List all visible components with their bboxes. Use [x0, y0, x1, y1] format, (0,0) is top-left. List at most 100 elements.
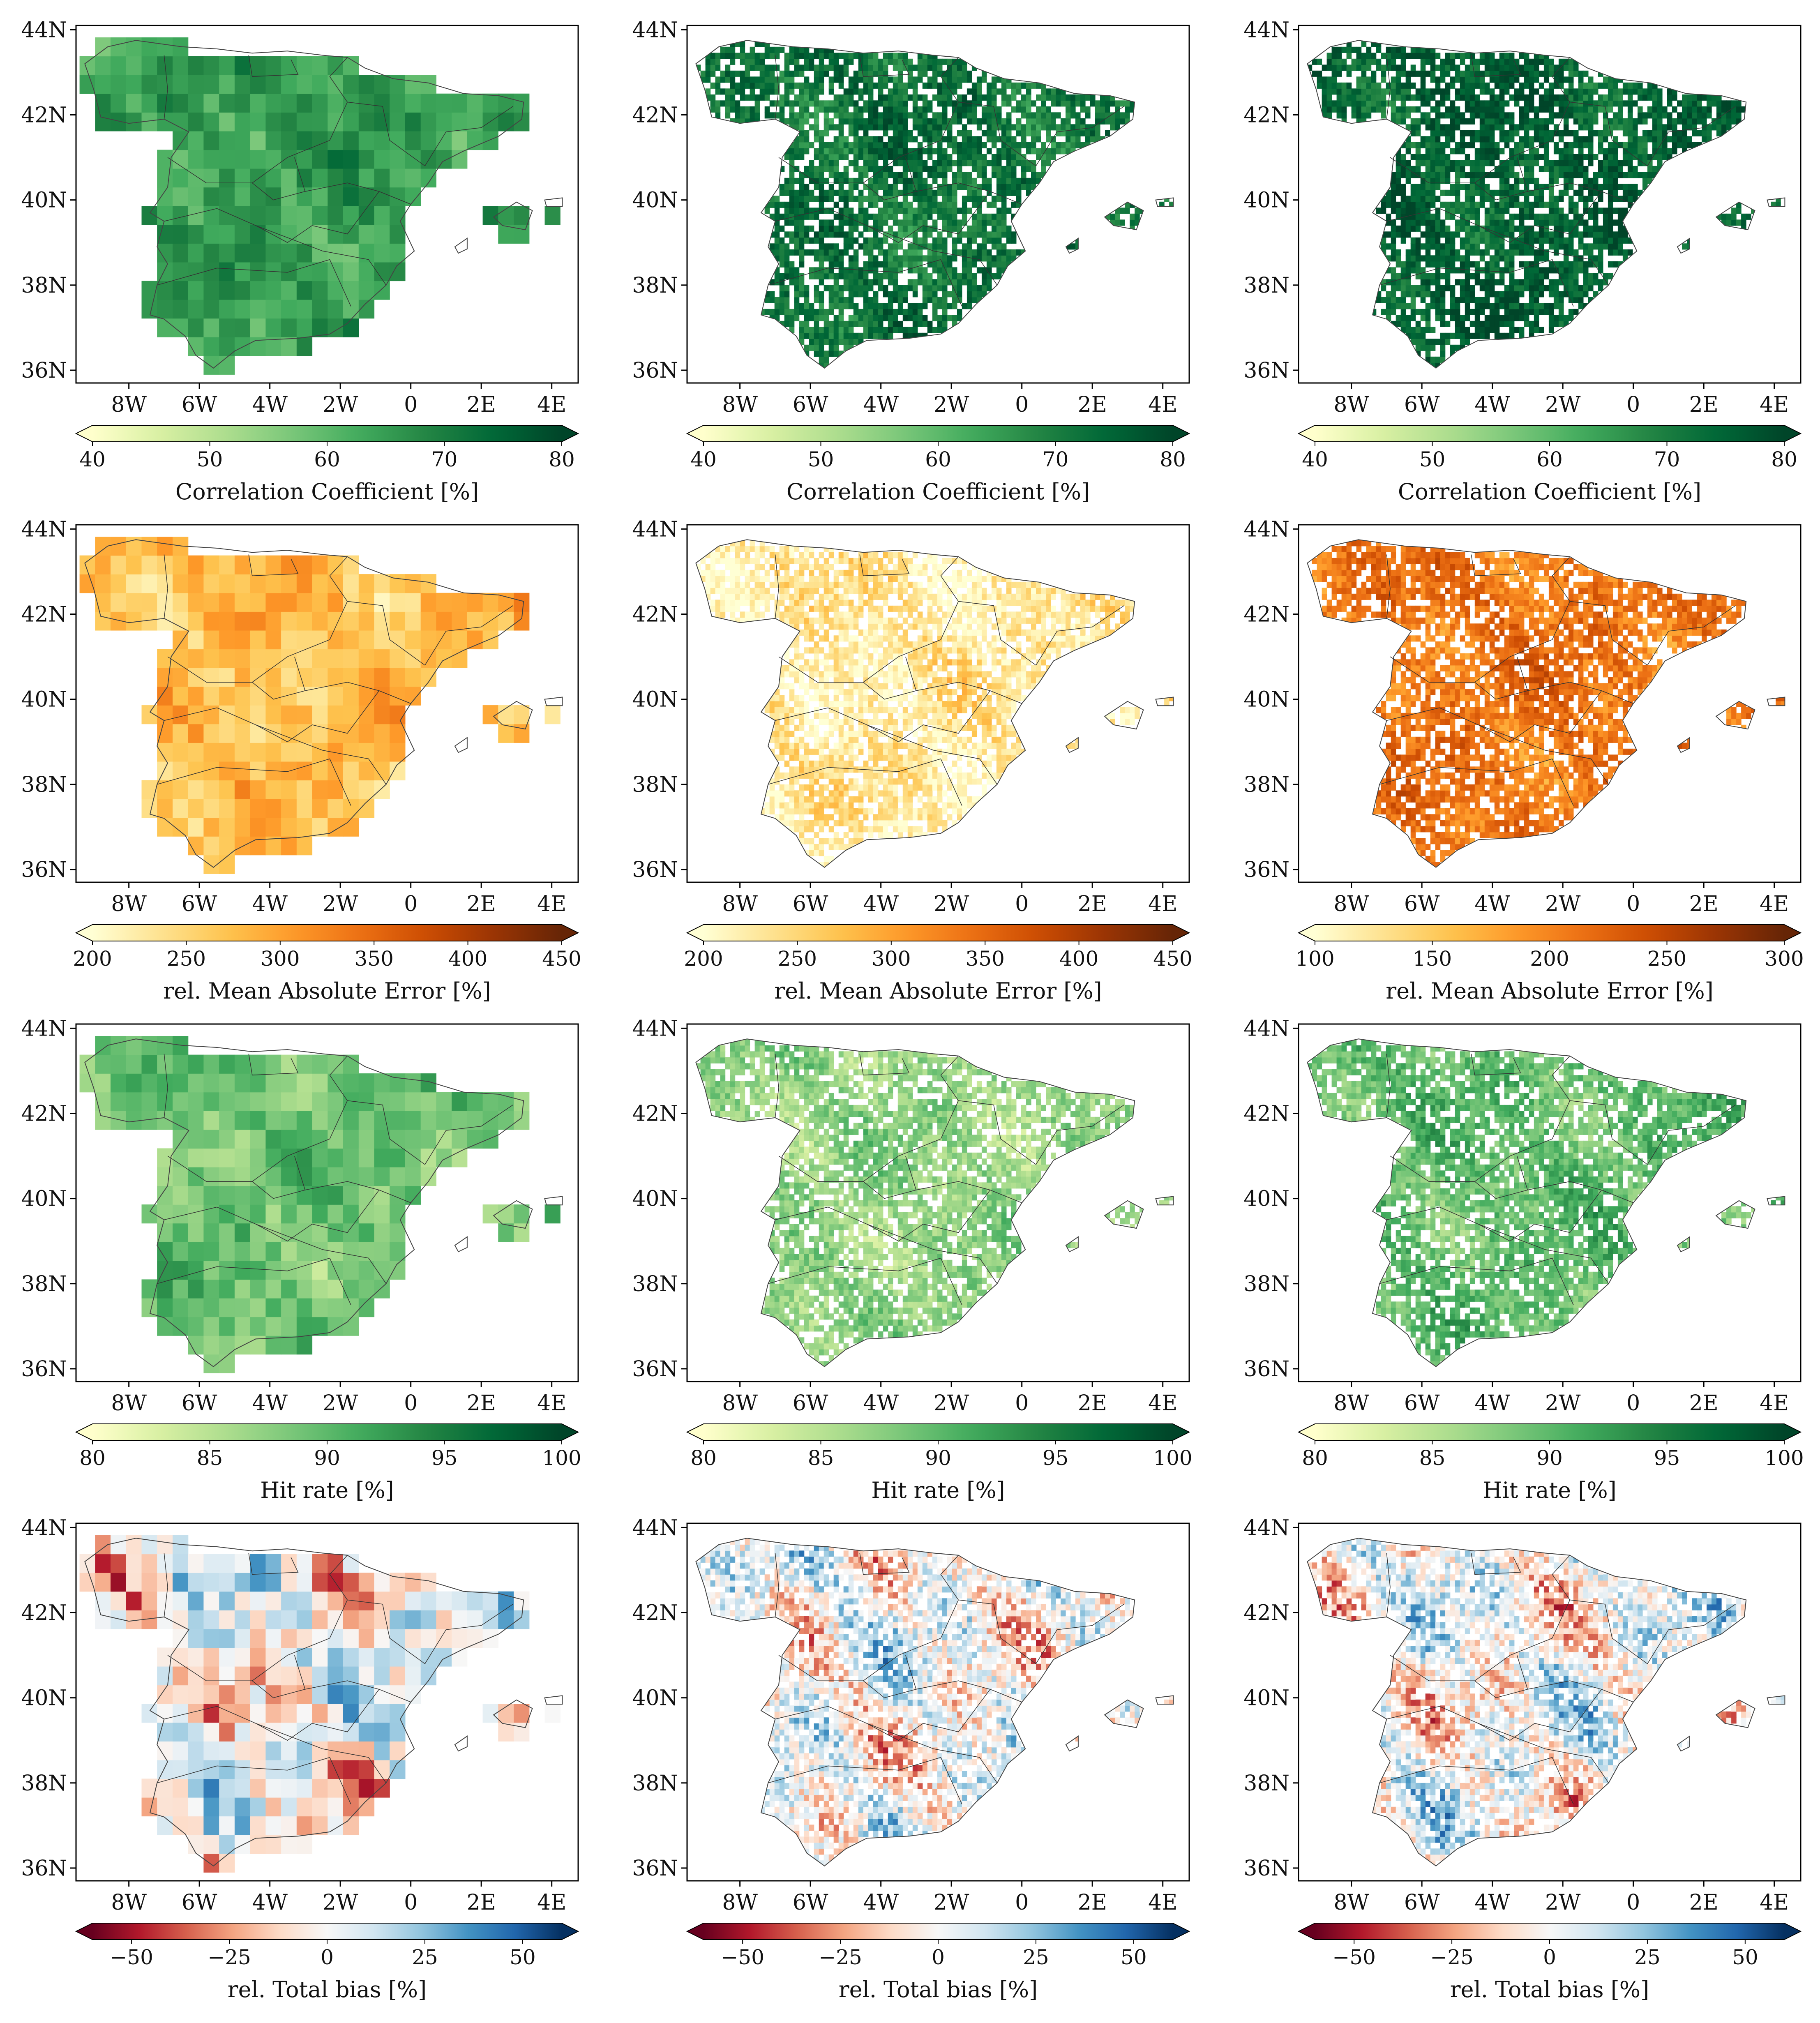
lon-tick-label: 4E: [537, 392, 566, 417]
raster-cells: [79, 537, 561, 874]
lon-tick-label: 0: [404, 1890, 418, 1915]
region-border: [1390, 601, 1570, 683]
lat-tick-label: 36N: [632, 1357, 678, 1382]
region-border: [1386, 208, 1609, 286]
region-border: [252, 157, 306, 201]
region-border: [329, 1555, 425, 1664]
lat-tick-label: 44N: [21, 18, 67, 42]
lat-tick-label: 44N: [21, 1016, 67, 1041]
region-border: [778, 102, 959, 183]
colorbar-tick-label: 40: [1302, 448, 1328, 471]
lat-tick-label: 44N: [632, 18, 678, 42]
lat-tick-label: 42N: [632, 103, 678, 128]
region-border: [768, 758, 962, 806]
lon-tick-label: 6W: [793, 892, 828, 916]
region-border: [1478, 191, 1602, 243]
region-border: [775, 707, 998, 785]
raster-cells: [1307, 41, 1781, 368]
region-border: [1478, 1190, 1602, 1242]
colorbar-tick-label: 50: [1419, 448, 1446, 471]
lat-tick-label: 40N: [632, 687, 678, 712]
region-border: [768, 259, 962, 307]
region-border: [1474, 656, 1528, 700]
region-border: [859, 55, 910, 77]
lon-tick-label: 6W: [793, 1391, 828, 1416]
lon-tick-label: 0: [1626, 1391, 1640, 1416]
lon-tick-label: 4W: [863, 892, 899, 916]
lon-tick-label: 8W: [722, 892, 758, 916]
region-border: [1527, 1680, 1633, 1702]
lon-tick-label: 2E: [467, 1391, 496, 1416]
lon-tick-label: 4E: [1148, 1890, 1177, 1915]
colorbar-tick-label: 80: [79, 1446, 106, 1470]
region-border: [1471, 55, 1521, 77]
colorbar: 80 85 90 95 100 Hit rate [%]: [1297, 1423, 1804, 1503]
colorbar: 80 85 90 95 100 Hit rate [%]: [686, 1423, 1193, 1503]
lon-tick-label: 6W: [182, 392, 217, 417]
colorbar-title: Hit rate [%]: [1483, 1477, 1617, 1503]
region-border: [1386, 1054, 1391, 1118]
region-border: [916, 1181, 1022, 1203]
region-border: [1552, 57, 1648, 166]
colorbar-tick-label: 350: [965, 947, 1004, 971]
region-border: [1647, 106, 1736, 166]
lon-tick-label: 2W: [1545, 892, 1581, 916]
lat-tick-label: 42N: [1243, 1601, 1289, 1626]
lon-tick-label: 2W: [323, 392, 358, 417]
region-border: [329, 556, 425, 666]
colorbar-tick-label: 40: [79, 448, 106, 471]
lon-tick-label: 8W: [1333, 1391, 1369, 1416]
region-border: [255, 191, 380, 243]
lat-tick-label: 36N: [21, 1856, 67, 1881]
region-border: [768, 1757, 962, 1804]
lat-tick-label: 42N: [21, 1102, 67, 1126]
colorbar: −50 −25 0 25 50 rel. Total bias [%]: [75, 1923, 579, 2002]
colorbar-tick-label: 100: [542, 1446, 581, 1470]
region-border: [164, 1553, 168, 1617]
lon-tick-label: 6W: [793, 392, 828, 417]
lat-tick-label: 38N: [1243, 1771, 1289, 1796]
region-border: [863, 157, 917, 201]
region-border: [1552, 1555, 1648, 1664]
colorbar-title: rel. Mean Absolute Error [%]: [163, 978, 491, 1004]
lat-tick-label: 40N: [1243, 1187, 1289, 1211]
region-border: [164, 707, 387, 785]
lon-tick-label: 4W: [1474, 892, 1510, 916]
map-panel: 44N 42N 40N 38N 36N 8W 6W 4W 2W 0 2E 4E 40 50 60 70 80 Co…: [21, 18, 579, 505]
lat-tick-label: 36N: [1243, 358, 1289, 383]
colorbar-tick-label: 40: [690, 448, 717, 471]
region-border: [775, 1054, 779, 1118]
lat-tick-label: 42N: [632, 1601, 678, 1626]
lat-tick-label: 36N: [21, 1357, 67, 1382]
region-border: [164, 1206, 387, 1284]
region-border: [1527, 182, 1633, 205]
region-border: [1390, 102, 1570, 183]
lat-tick-label: 38N: [1243, 1272, 1289, 1296]
region-border: [863, 1655, 917, 1698]
region-border: [1386, 707, 1609, 785]
colorbar-tick-label: −50: [721, 1945, 764, 1969]
map-panel: 44N 42N 40N 38N 36N 8W 6W 4W 2W 0 2E 4E 100 150 200 250…: [1243, 517, 1804, 1004]
region-border: [775, 1553, 779, 1617]
colorbar-tick-label: 85: [808, 1446, 834, 1470]
lon-tick-label: 2E: [1078, 1890, 1107, 1915]
colorbar-tick-label: 50: [510, 1945, 536, 1969]
region-border: [859, 554, 910, 577]
lat-tick-label: 42N: [632, 602, 678, 627]
lat-tick-label: 38N: [632, 1272, 678, 1296]
colorbar-tick-label: 80: [690, 1446, 717, 1470]
lon-tick-label: 0: [404, 1391, 418, 1416]
region-border: [859, 1054, 910, 1076]
lon-tick-label: 4W: [1474, 392, 1510, 417]
colorbar-tick-label: −50: [110, 1945, 153, 1969]
map-panel: 44N 42N 40N 38N 36N 8W 6W 4W 2W 0 2E 4E −50 −25 0 25 50 r…: [632, 1516, 1190, 2002]
lat-tick-label: 40N: [21, 687, 67, 712]
lat-tick-label: 38N: [21, 1771, 67, 1796]
lon-tick-label: 8W: [1333, 892, 1369, 916]
region-border: [1379, 259, 1574, 307]
region-border: [305, 1680, 411, 1702]
region-border: [940, 556, 1036, 666]
lat-tick-label: 38N: [21, 273, 67, 298]
colorbar-tick-label: 25: [1634, 1945, 1661, 1969]
lon-tick-label: 4E: [1760, 1890, 1789, 1915]
